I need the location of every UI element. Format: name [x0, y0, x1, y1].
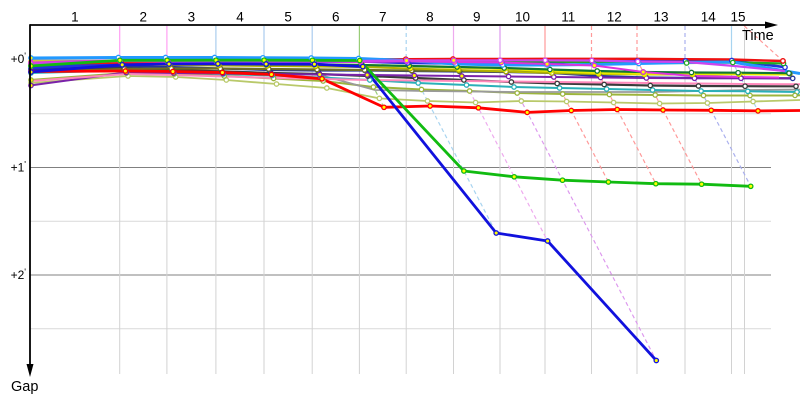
svg-text:3: 3	[188, 10, 196, 25]
svg-text:+2': +2'	[11, 267, 27, 282]
svg-text:11: 11	[561, 10, 575, 25]
svg-text:1: 1	[71, 10, 79, 25]
svg-text:Time: Time	[742, 28, 774, 44]
svg-text:Gap: Gap	[11, 379, 38, 395]
svg-text:13: 13	[653, 10, 668, 25]
svg-text:6: 6	[332, 10, 340, 25]
svg-text:10: 10	[515, 10, 530, 25]
svg-text:5: 5	[284, 10, 292, 25]
svg-text:15: 15	[730, 10, 745, 25]
svg-text:+1': +1'	[11, 160, 27, 175]
svg-text:7: 7	[379, 10, 387, 25]
svg-text:9: 9	[473, 10, 481, 25]
svg-text:2: 2	[140, 10, 148, 25]
svg-text:8: 8	[426, 10, 434, 25]
svg-text:14: 14	[701, 10, 717, 25]
svg-text:12: 12	[607, 10, 622, 25]
svg-text:4: 4	[236, 10, 244, 25]
svg-text:+0': +0'	[11, 51, 27, 66]
